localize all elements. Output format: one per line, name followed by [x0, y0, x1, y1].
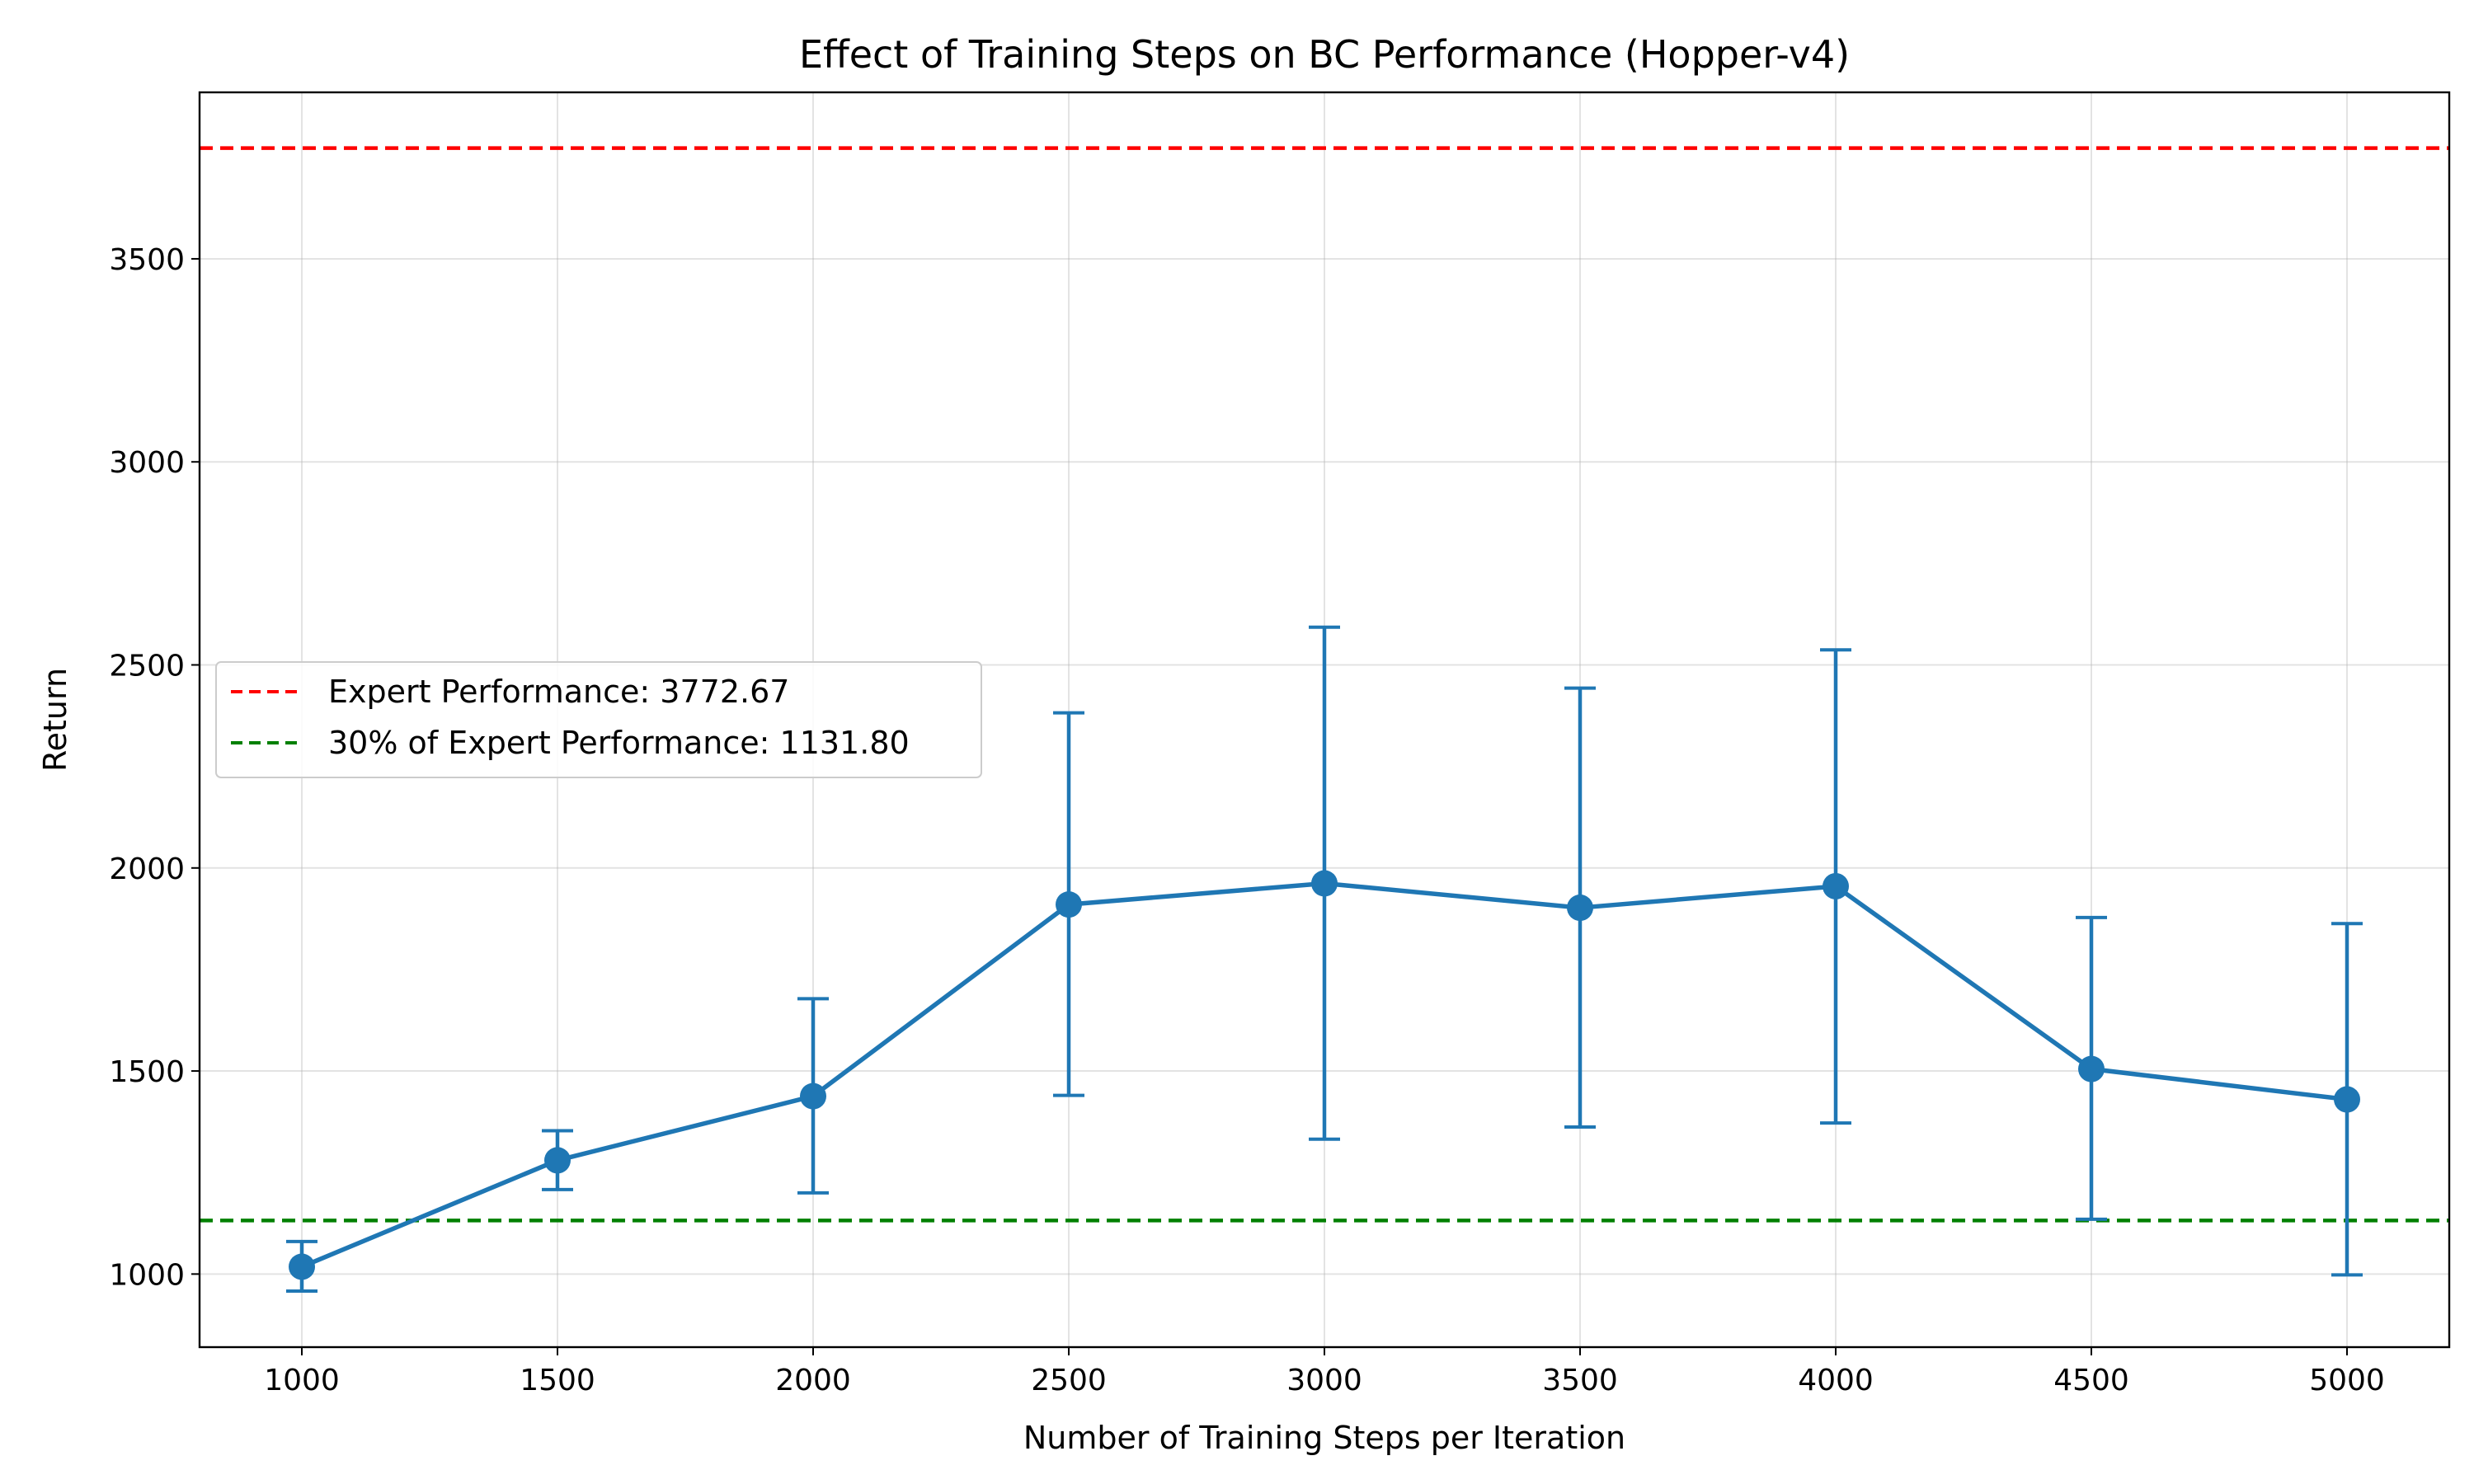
- x-tick-label: 3500: [1542, 1364, 1618, 1397]
- data-point: [289, 1253, 315, 1280]
- y-axis-ticks: 1000 1500 2000 2500 3000 3500: [109, 243, 200, 1292]
- data-point: [2078, 1055, 2105, 1082]
- x-axis-ticks: 1000 1500 2000 2500 3000 3500 4000 4500 5000: [264, 1347, 2385, 1397]
- data-point: [544, 1147, 571, 1174]
- data-point: [1311, 870, 1338, 897]
- data-point: [1823, 872, 1849, 899]
- y-tick-label: 3500: [109, 243, 185, 277]
- legend-label-expert: Expert Performance: 3772.67: [328, 674, 789, 710]
- chart-title: Effect of Training Steps on BC Performan…: [799, 32, 1850, 77]
- data-point: [1567, 895, 1593, 922]
- y-tick-label: 2000: [109, 852, 185, 886]
- x-tick-label: 2000: [775, 1364, 851, 1397]
- x-tick-label: 5000: [2309, 1364, 2385, 1397]
- legend-box: [215, 661, 982, 778]
- reference-lines: [200, 146, 2449, 1223]
- x-tick-label: 3000: [1286, 1364, 1362, 1397]
- x-axis-label: Number of Training Steps per Iteration: [1023, 1420, 1625, 1456]
- x-tick-label: 2500: [1031, 1364, 1107, 1397]
- y-tick-label: 2500: [109, 650, 185, 683]
- y-tick-label: 1500: [109, 1055, 185, 1089]
- y-tick-label: 1000: [109, 1258, 185, 1292]
- data-point: [800, 1082, 826, 1110]
- data-point: [2334, 1086, 2360, 1113]
- y-axis-label: Return: [37, 668, 73, 772]
- data-point: [1056, 891, 1082, 918]
- legend-label-30pct-expert: 30% of Expert Performance: 1131.80: [328, 725, 910, 761]
- x-tick-label: 1000: [264, 1364, 340, 1397]
- x-tick-label: 4500: [2053, 1364, 2129, 1397]
- legend: Expert Performance: 3772.67 30% of Exper…: [215, 661, 982, 778]
- data-series: [289, 870, 2360, 1280]
- y-tick-label: 3000: [109, 446, 185, 480]
- x-tick-label: 4000: [1798, 1364, 1874, 1397]
- x-tick-label: 1500: [520, 1364, 595, 1397]
